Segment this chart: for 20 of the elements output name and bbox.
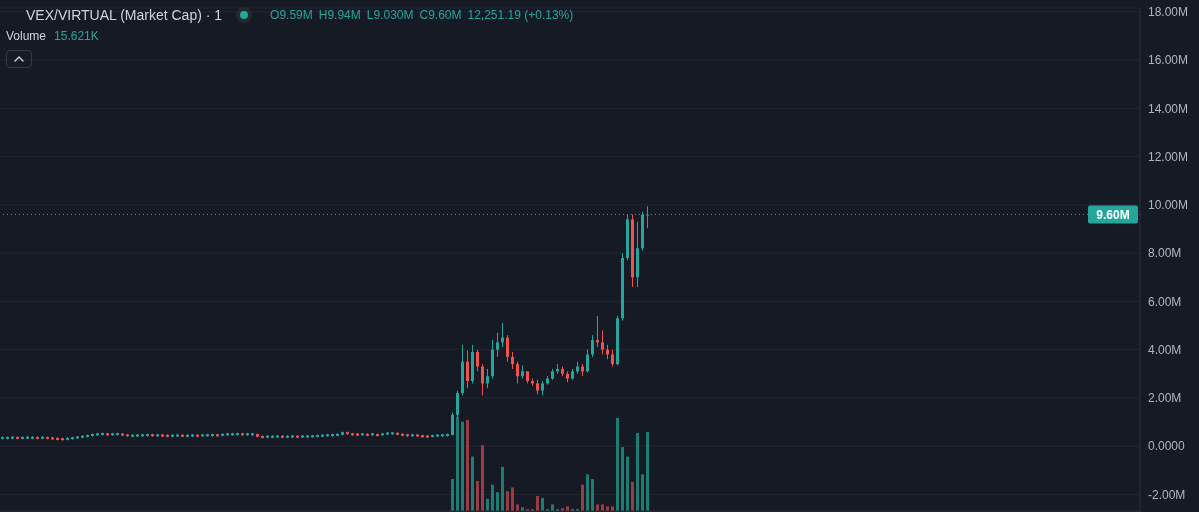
y-tick-label: 0.0000	[1148, 439, 1186, 454]
annotation: H9.94M	[318, 8, 361, 22]
annotation: Volume	[6, 29, 47, 43]
annotation: C9.60M	[419, 8, 462, 22]
annotation: O9.59M	[270, 8, 313, 22]
y-tick-label: 16.00M	[1148, 53, 1189, 68]
annotation: 12,251.19 (+0.13%)	[467, 8, 574, 22]
y-tick-label: 4.00M	[1148, 342, 1182, 357]
y-tick-label: 10.00M	[1148, 198, 1189, 213]
annotation: 15.621K	[54, 29, 99, 43]
y-tick-label: 18.00M	[1148, 5, 1189, 20]
y-tick-label: 2.00M	[1148, 391, 1182, 406]
y-tick-label: 6.00M	[1148, 294, 1182, 309]
y-tick-label: 8.00M	[1148, 246, 1182, 261]
ref-line-label: 9.60M	[1096, 207, 1130, 222]
annotation: L9.030M	[366, 8, 414, 22]
y-tick-label: 14.00M	[1148, 101, 1189, 116]
y-tick-label: -2.00M	[1148, 487, 1186, 502]
y-tick-label: 12.00M	[1148, 149, 1189, 164]
chart-title: VEX/VIRTUAL (Market Cap) · 1	[26, 7, 223, 23]
